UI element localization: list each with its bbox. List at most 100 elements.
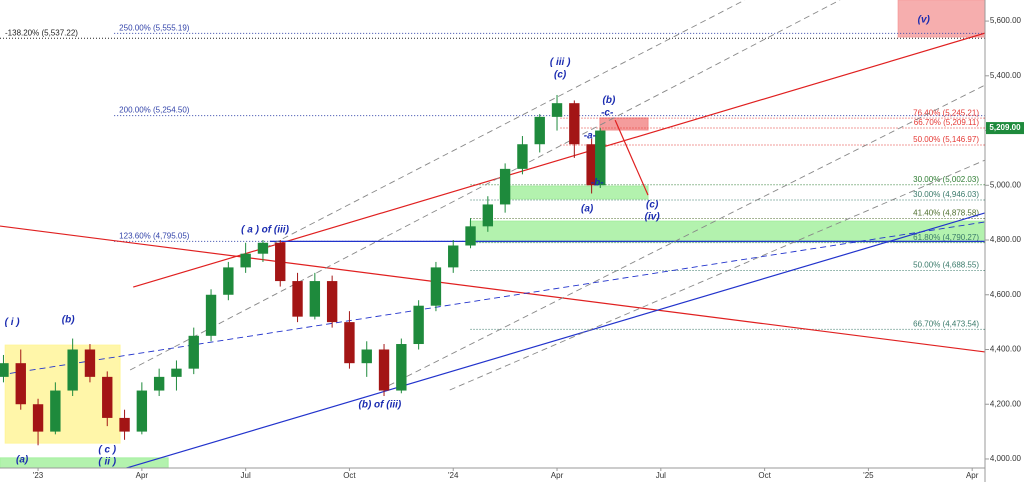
fib-label: -138.20% (5,537.22) xyxy=(5,28,78,37)
candle-body xyxy=(551,103,563,117)
fib-label: 30.00% (5,002.03) xyxy=(913,175,979,184)
trendline xyxy=(449,159,985,391)
x-tick-label: Apr xyxy=(551,471,564,480)
candle-body xyxy=(136,390,148,432)
y-tick-label: 4,400.00 xyxy=(990,345,1022,354)
zone xyxy=(499,185,649,200)
candle-body xyxy=(223,267,234,295)
fib-label: 250.00% (5,555.19) xyxy=(119,23,190,32)
candle-body xyxy=(499,168,511,205)
candle-body xyxy=(188,335,199,369)
trendline xyxy=(0,221,985,376)
candle-body xyxy=(257,242,269,254)
wave-label: -b- xyxy=(591,178,604,189)
candle-body xyxy=(50,390,61,432)
candle-body xyxy=(361,349,372,364)
candle-body xyxy=(119,417,130,432)
fib-label: 41.40% (4,878.58) xyxy=(913,209,979,218)
x-tick-label: '23 xyxy=(33,471,44,480)
candle-body xyxy=(309,281,321,317)
x-tick-label: Jul xyxy=(241,471,251,480)
wave-label: ( ii ) xyxy=(98,457,116,468)
wave-label: -c- xyxy=(601,108,614,119)
candle-body xyxy=(0,363,9,377)
candle-body xyxy=(569,103,580,145)
x-tick-label: '24 xyxy=(448,471,459,480)
zone xyxy=(0,457,169,468)
candle-body xyxy=(430,267,442,306)
candle-body xyxy=(413,305,424,345)
plot-area: 250.00% (5,555.19) -138.20% (5,537.22) 200… xyxy=(0,0,985,468)
wave-label: (a) xyxy=(16,455,29,466)
y-tick-label: 5,000.00 xyxy=(990,180,1022,189)
wave-label: ( a ) of (iii) xyxy=(241,225,289,236)
candle-body xyxy=(15,363,26,405)
candle-body xyxy=(292,281,303,317)
wave-label: (c) xyxy=(646,200,659,211)
wave-label: (b) of (iii) xyxy=(359,400,402,411)
last-price-badge xyxy=(986,122,1024,135)
candle-body xyxy=(482,204,494,227)
wave-label: (c) xyxy=(554,70,567,81)
fib-label: 123.60% (4,795.05) xyxy=(119,231,190,240)
candle-body xyxy=(595,130,606,186)
y-tick-label: 5,400.00 xyxy=(990,71,1022,80)
candle-body xyxy=(465,226,476,246)
candle-body xyxy=(102,376,113,418)
y-tick-label: 4,800.00 xyxy=(990,235,1022,244)
candle-body xyxy=(153,376,165,391)
y-tick-label: 4,000.00 xyxy=(990,454,1022,463)
fib-label: 76.40% (5,245.21) xyxy=(913,108,979,117)
candle-body xyxy=(240,253,251,268)
candle-body xyxy=(344,322,355,364)
x-tick-label: Apr xyxy=(966,471,979,480)
candle-body xyxy=(396,344,407,391)
last-price-label: 5,209.00 xyxy=(989,123,1021,132)
candle-body xyxy=(448,245,459,268)
y-tick-label: 5,600.00 xyxy=(990,16,1022,25)
candle-body xyxy=(586,144,597,186)
trendline xyxy=(0,225,985,353)
wave-label: (iv) xyxy=(645,212,661,223)
y-tick-label: 4,200.00 xyxy=(990,399,1022,408)
y-tick-label: 4,600.00 xyxy=(990,290,1022,299)
candle-body xyxy=(378,349,390,391)
trendline xyxy=(379,84,985,391)
trendline xyxy=(124,212,985,468)
wave-label: ( iii ) xyxy=(550,57,571,68)
candle-body xyxy=(32,404,44,432)
trendline xyxy=(614,119,649,196)
fib-label: 50.00% (5,146.97) xyxy=(913,135,979,144)
trendline xyxy=(264,0,746,249)
x-tick-label: Oct xyxy=(758,471,771,480)
wave-label: (a) xyxy=(581,204,594,215)
trendline xyxy=(129,0,841,371)
wave-label: (b) xyxy=(603,95,616,106)
x-tick-label: Jul xyxy=(656,471,666,480)
candle-body xyxy=(171,368,182,377)
wave-label: (v) xyxy=(918,15,931,26)
candle-body xyxy=(517,144,528,169)
candle-body xyxy=(84,349,96,377)
fib-label: 66.70% (4,473.54) xyxy=(913,319,979,328)
wave-label: ( c ) xyxy=(98,445,116,456)
zone xyxy=(897,0,985,38)
candle-body xyxy=(67,349,78,391)
candle-body xyxy=(275,242,286,282)
candle-body xyxy=(326,281,338,323)
fib-label: 61.80% (4,790.27) xyxy=(913,233,979,242)
wave-label: ( i ) xyxy=(5,317,21,328)
fib-label: 50.00% (4,688.55) xyxy=(913,261,979,270)
x-tick-label: Apr xyxy=(136,471,149,480)
candle-body xyxy=(534,116,545,145)
wave-label: -a- xyxy=(584,131,597,142)
fib-label: 66.70% (5,209.11) xyxy=(914,118,980,127)
x-tick-label: Oct xyxy=(343,471,356,480)
wave-label: (b) xyxy=(62,315,75,326)
fib-label: 200.00% (5,254.50) xyxy=(119,106,190,115)
fib-label: 30.00% (4,946.03) xyxy=(913,190,979,199)
zone xyxy=(469,220,985,243)
candle-body xyxy=(205,294,217,336)
x-tick-label: '25 xyxy=(863,471,874,480)
